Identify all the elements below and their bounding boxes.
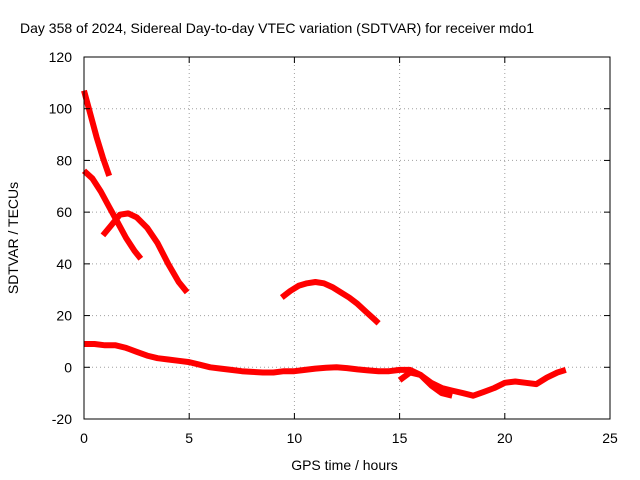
y-tick-label: -20	[52, 411, 72, 427]
x-tick-label: 10	[287, 430, 303, 446]
y-tick-label: 80	[56, 152, 72, 168]
y-tick-label: 40	[56, 256, 72, 272]
series-line-arc-2	[81, 168, 144, 261]
x-tick-label: 15	[392, 430, 408, 446]
series-line-arc-4	[279, 279, 381, 326]
x-tick-label: 25	[602, 430, 618, 446]
series-line-arc-1	[81, 89, 113, 177]
x-tick-label: 20	[497, 430, 513, 446]
y-axis-label: SDTVAR / TECUs	[5, 182, 21, 294]
plot-frame	[83, 56, 611, 420]
series-line-arc-6	[397, 369, 453, 399]
x-tick-label: 5	[185, 430, 193, 446]
x-axis-label: GPS time / hours	[291, 457, 398, 473]
series-line-arc-3	[100, 210, 190, 295]
series-line-arc-5	[84, 341, 567, 399]
series-group	[81, 89, 567, 399]
y-tick-label: 100	[49, 101, 73, 117]
x-tick-label: 0	[80, 430, 88, 446]
y-tick-label: 20	[56, 308, 72, 324]
axis-ticks: 0 5 10 15 20 25 -20 0 20 40 60 80 100 120	[49, 49, 618, 446]
y-tick-label: 60	[56, 204, 72, 220]
y-tick-label: 0	[64, 359, 72, 375]
chart-title: Day 358 of 2024, Sidereal Day-to-day VTE…	[20, 20, 534, 36]
grid	[84, 57, 610, 419]
y-tick-label: 120	[49, 49, 73, 65]
